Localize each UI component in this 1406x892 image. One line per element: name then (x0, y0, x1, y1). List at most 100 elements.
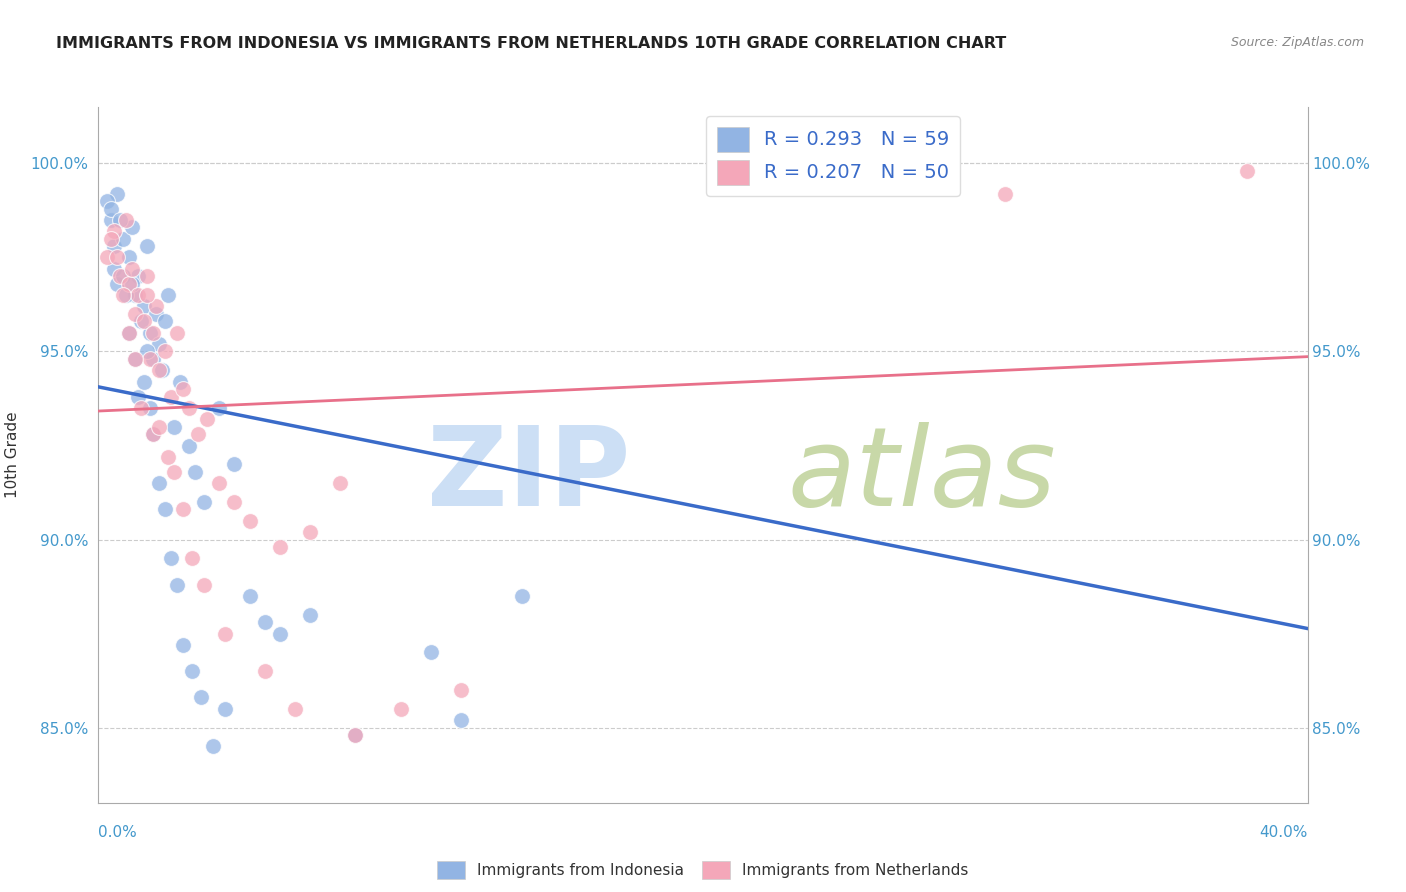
Point (160, 551, 183, 566)
Point (389, 702, 412, 716)
Point (299, 607, 322, 622)
Point (132, 314, 155, 328)
Point (105, 186, 128, 201)
Point (103, 239, 125, 253)
Point (214, 626, 236, 640)
Point (160, 390, 183, 404)
Point (190, 690, 212, 705)
Point (118, 326, 141, 340)
Point (153, 314, 176, 328)
Point (142, 326, 165, 340)
Text: 40.0%: 40.0% (1260, 825, 1308, 840)
Point (239, 589, 262, 603)
Point (450, 713, 472, 727)
Point (145, 307, 167, 321)
Point (129, 401, 152, 415)
Point (100, 232, 122, 246)
Point (127, 269, 149, 284)
Point (187, 427, 209, 442)
Point (132, 375, 155, 389)
Point (344, 728, 367, 742)
Point (904, 164, 927, 178)
Point (121, 277, 143, 291)
Point (148, 476, 170, 491)
Point (148, 337, 170, 351)
Point (208, 401, 231, 415)
Point (100, 212, 122, 227)
Point (121, 220, 143, 235)
Point (253, 664, 276, 678)
Point (127, 390, 149, 404)
Point (299, 524, 322, 539)
Point (118, 277, 141, 291)
Point (1236, 164, 1258, 178)
Point (994, 186, 1017, 201)
Point (166, 577, 188, 591)
Point (163, 419, 186, 434)
Point (169, 375, 191, 389)
Point (118, 326, 141, 340)
Point (181, 664, 204, 678)
Point (150, 363, 173, 377)
Point (172, 502, 194, 516)
Point (181, 551, 204, 566)
Point (148, 419, 170, 434)
Text: Source: ZipAtlas.com: Source: ZipAtlas.com (1230, 36, 1364, 49)
Point (129, 314, 152, 328)
Point (105, 251, 128, 265)
Point (114, 212, 136, 227)
Point (163, 465, 186, 479)
Point (153, 502, 176, 516)
Point (783, 175, 806, 189)
Point (145, 299, 167, 313)
Text: atlas: atlas (787, 422, 1056, 529)
Point (214, 702, 236, 716)
Point (253, 615, 276, 630)
Point (135, 269, 157, 284)
Point (108, 269, 131, 284)
Point (118, 251, 141, 265)
Point (96, 194, 118, 208)
Point (124, 351, 146, 366)
Point (153, 344, 176, 359)
Point (329, 476, 352, 491)
Point (111, 288, 134, 302)
Point (193, 577, 215, 591)
Point (124, 307, 146, 321)
Point (139, 401, 162, 415)
Point (135, 288, 157, 302)
Point (172, 638, 194, 652)
Point (269, 626, 291, 640)
Point (224, 495, 246, 509)
Point (420, 645, 443, 659)
Point (132, 299, 155, 313)
Point (148, 363, 170, 377)
Point (344, 728, 367, 742)
Y-axis label: 10th Grade: 10th Grade (4, 411, 20, 499)
Text: 0.0%: 0.0% (98, 825, 138, 840)
Point (752, 175, 775, 189)
Point (139, 351, 162, 366)
Point (269, 540, 291, 554)
Point (135, 344, 157, 359)
Point (111, 232, 134, 246)
Point (103, 261, 125, 276)
Point (202, 739, 225, 754)
Point (184, 465, 207, 479)
Point (108, 212, 131, 227)
Point (239, 514, 262, 528)
Point (124, 351, 146, 366)
Point (96, 251, 118, 265)
Point (142, 427, 165, 442)
Point (124, 288, 146, 302)
Point (103, 224, 125, 238)
Point (179, 401, 201, 415)
Point (172, 382, 194, 396)
Point (450, 683, 472, 698)
Text: ZIP: ZIP (427, 422, 630, 529)
Point (135, 239, 157, 253)
Point (208, 476, 231, 491)
Point (193, 495, 215, 509)
Point (127, 288, 149, 302)
Point (284, 702, 307, 716)
